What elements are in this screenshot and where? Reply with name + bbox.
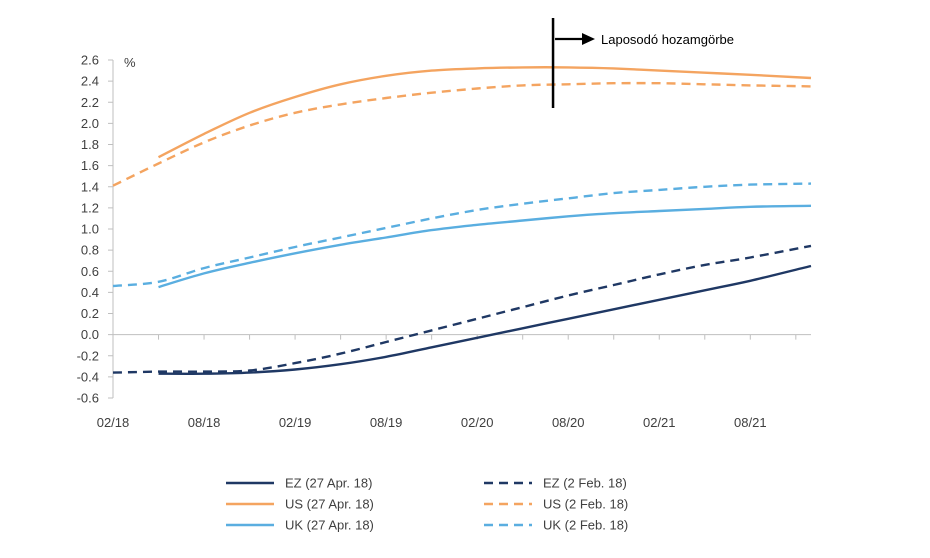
y-axis-unit-label: %	[124, 55, 136, 70]
x-tick-label: 02/19	[279, 415, 312, 430]
y-tick-label: -0.4	[77, 369, 99, 384]
legend-label-1: EZ (2 Feb. 18)	[543, 476, 627, 491]
y-tick-label: 0.8	[81, 243, 99, 258]
y-tick-label: 1.2	[81, 200, 99, 215]
y-tick-label: 2.4	[81, 74, 99, 89]
legend-label-3: US (2 Feb. 18)	[543, 497, 628, 512]
legend-label-5: UK (2 Feb. 18)	[543, 518, 628, 533]
series-line-2	[157, 66, 812, 159]
series-line-5	[112, 182, 812, 288]
y-tick-label: -0.2	[77, 348, 99, 363]
annotation-arrow-head	[582, 33, 595, 45]
series-line-1	[112, 244, 812, 374]
y-tick-label: -0.6	[77, 391, 99, 406]
y-tick-label: 1.6	[81, 158, 99, 173]
annotation-text: Laposodó hozamgörbe	[601, 32, 734, 47]
y-tick-label: 1.8	[81, 137, 99, 152]
y-tick-label: 1.0	[81, 222, 99, 237]
series-lines	[112, 66, 812, 375]
series-line-4	[158, 204, 812, 289]
y-tick-label: 1.4	[81, 179, 99, 194]
series-line-3	[112, 81, 812, 187]
y-tick-label: 0.2	[81, 306, 99, 321]
y-tick-label: 0.0	[81, 327, 99, 342]
y-tick-label: 0.6	[81, 264, 99, 279]
legend-label-2: US (27 Apr. 18)	[285, 497, 374, 512]
x-axis: 02/18 08/18 02/19 08/19 02/20 08/20 02/21 08/21	[97, 334, 811, 430]
x-tick-label: 02/21	[643, 415, 676, 430]
series-line-0	[158, 264, 812, 375]
x-tick-label: 02/20	[461, 415, 494, 430]
y-tick-label: 2.0	[81, 116, 99, 131]
x-tick-label: 08/21	[734, 415, 767, 430]
legend: EZ (27 Apr. 18) EZ (2 Feb. 18) US (27 Apr.…	[226, 476, 628, 533]
y-tick-label: 2.2	[81, 95, 99, 110]
y-tick-label: 0.4	[81, 285, 99, 300]
x-tick-label: 08/20	[552, 415, 585, 430]
x-tick-label: 08/19	[370, 415, 403, 430]
x-tick-label: 08/18	[188, 415, 221, 430]
legend-label-4: UK (27 Apr. 18)	[285, 518, 374, 533]
legend-label-0: EZ (27 Apr. 18)	[285, 476, 372, 491]
y-axis: -0.6 -0.4 -0.2 0.0 0.2 0.4 0.6 0.8 1.0 1.2 1.4 1.6 1…	[77, 53, 136, 406]
y-tick-label: 2.6	[81, 53, 99, 68]
annotation: Laposodó hozamgörbe	[551, 18, 734, 108]
x-tick-label: 02/18	[97, 415, 130, 430]
